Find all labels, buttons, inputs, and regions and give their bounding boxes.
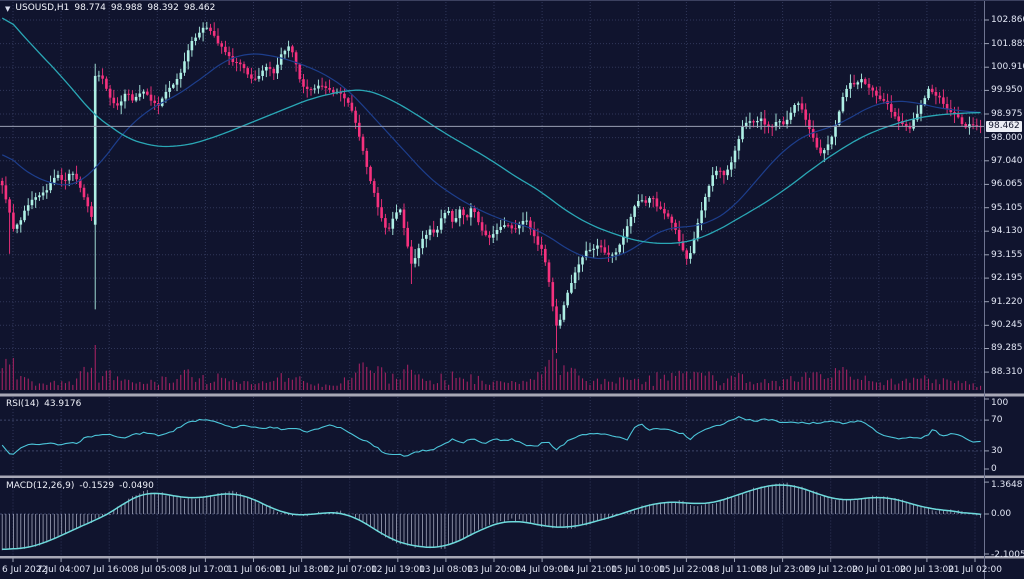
time-tick-label: 18 Jul 23:00 [756, 565, 810, 575]
time-tick-label: 8 Jul 05:00 [132, 565, 182, 575]
time-tick-label: 14 Jul 21:00 [563, 565, 617, 575]
rsi-tick-label: 30 [991, 446, 1003, 456]
price-tick-label: 98.975 [991, 109, 1023, 119]
time-tick-label: 12 Jul 19:00 [371, 565, 425, 575]
time-tick-label: 20 Jul 13:00 [900, 565, 954, 575]
rsi-tick-label: 100 [991, 398, 1009, 408]
price-tick-label: 92.195 [991, 273, 1023, 283]
time-tick-label: 11 Jul 18:00 [275, 565, 329, 575]
time-tick-label: 18 Jul 11:00 [708, 565, 762, 575]
macd-name: MACD(12,26,9) [6, 481, 75, 491]
current-price-value: 98.462 [988, 121, 1020, 131]
rsi-value: 43.9176 [44, 399, 82, 409]
price-tick-label: 100.910 [991, 62, 1024, 72]
chart-title: ▼ USOUSD,H1 98.774 98.988 98.392 98.462 [5, 3, 215, 14]
rsi-tick-label: 0 [991, 464, 997, 474]
price-tick-label: 95.105 [991, 203, 1023, 213]
ohlc-open: 98.774 [74, 3, 106, 13]
price-tick-label: 101.885 [991, 39, 1024, 49]
price-tick-label: 96.065 [991, 179, 1023, 189]
rsi-tick-label: 70 [991, 415, 1003, 425]
current-price-tag: 98.462 [986, 121, 1022, 132]
time-tick-label: 6 Jul 2022 [2, 565, 48, 575]
macd-tick-label: 1.3648 [991, 480, 1023, 490]
ohlc-high: 98.988 [110, 3, 143, 13]
macd-indicator-label: MACD(12,26,9) -0.1529 -0.0490 [6, 481, 154, 491]
macd-signal-value: -0.0490 [119, 481, 154, 491]
macd-tick-label: 0.00 [991, 509, 1012, 519]
time-tick-label: 7 Jul 04:00 [36, 565, 86, 575]
price-tick-label: 93.155 [991, 250, 1023, 260]
time-tick-label: 13 Jul 08:00 [419, 565, 473, 575]
price-tick-label: 91.220 [991, 297, 1023, 307]
price-tick-label: 94.130 [991, 226, 1023, 236]
time-tick-label: 13 Jul 20:00 [467, 565, 521, 575]
price-tick-label: 99.950 [991, 85, 1023, 95]
macd-tick-label: -2.1005 [991, 550, 1024, 560]
price-tick-label: 97.040 [991, 156, 1023, 166]
price-tick-label: 90.245 [991, 320, 1023, 330]
ohlc-low: 98.392 [147, 3, 179, 13]
symbol-dropdown-icon: ▼ [5, 5, 11, 13]
time-tick-label: 8 Jul 17:00 [180, 565, 230, 575]
price-tick-label: 88.310 [991, 367, 1023, 377]
rsi-name: RSI(14) [6, 399, 40, 409]
time-tick-label: 12 Jul 07:00 [323, 565, 377, 575]
time-tick-label: 7 Jul 16:00 [84, 565, 134, 575]
time-tick-label: 21 Jul 02:00 [948, 565, 1002, 575]
time-tick-label: 15 Jul 10:00 [611, 565, 665, 575]
price-tick-label: 89.285 [991, 343, 1023, 353]
time-tick-label: 11 Jul 06:00 [227, 565, 281, 575]
rsi-indicator-label: RSI(14) 43.9176 [6, 399, 81, 409]
time-tick-label: 19 Jul 12:00 [804, 565, 858, 575]
time-tick-label: 15 Jul 22:00 [659, 565, 713, 575]
macd-main-value: -0.1529 [79, 481, 115, 491]
time-tick-label: 20 Jul 01:00 [852, 565, 906, 575]
ohlc-close: 98.462 [183, 3, 216, 13]
symbol-timeframe: USOUSD,H1 [15, 3, 70, 13]
price-tick-label: 102.860 [991, 15, 1024, 25]
price-tick-label: 98.000 [991, 133, 1023, 143]
time-tick-label: 14 Jul 09:00 [515, 565, 569, 575]
